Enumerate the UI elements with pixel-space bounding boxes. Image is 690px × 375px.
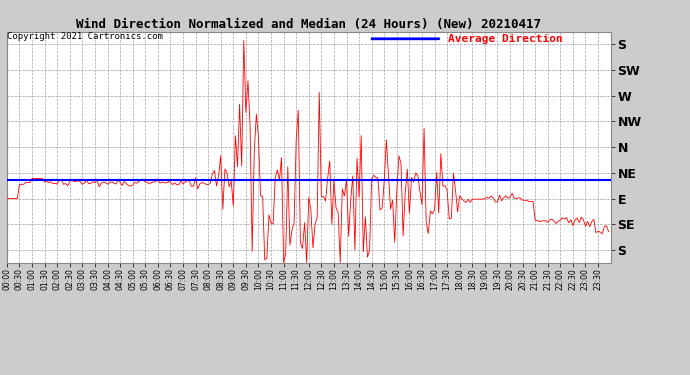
Text: Average Direction: Average Direction <box>448 34 562 44</box>
Text: Copyright 2021 Cartronics.com: Copyright 2021 Cartronics.com <box>7 32 163 41</box>
Title: Wind Direction Normalized and Median (24 Hours) (New) 20210417: Wind Direction Normalized and Median (24… <box>77 18 541 31</box>
